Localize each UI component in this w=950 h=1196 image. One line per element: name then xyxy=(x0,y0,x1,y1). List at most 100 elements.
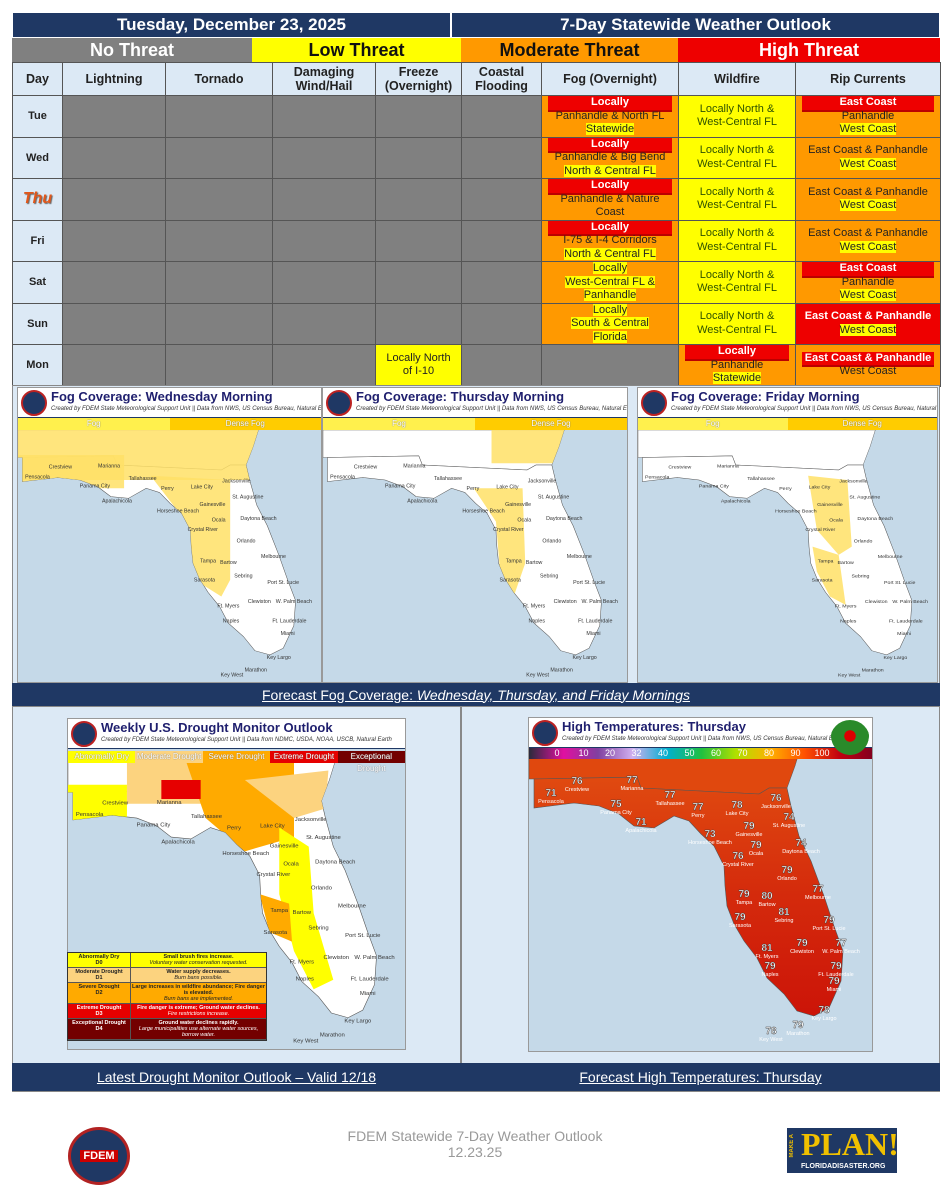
lightning-cell xyxy=(62,261,166,304)
cell-line: Locally xyxy=(544,303,676,318)
cell-line: Locally North & xyxy=(681,103,793,117)
city-label: Crystal River xyxy=(493,527,524,533)
map-title: Fog Coverage: Wednesday Morning xyxy=(51,389,273,404)
city-label: Crystal River xyxy=(188,527,219,533)
temperature-value: 79 xyxy=(781,865,793,876)
drought-note: Fire restrictions increase. xyxy=(167,1011,230,1017)
city-label: Port St. Lucie xyxy=(345,933,380,939)
cell-text: Panhandle & Nature xyxy=(560,192,660,205)
city-label: Gainesville xyxy=(817,502,843,508)
city-label: Ft. Lauderdale xyxy=(818,972,853,978)
temperature-value: 71 xyxy=(635,817,647,828)
map-credit: Created by FDEM State Meteorological Sup… xyxy=(562,736,844,742)
cell-line: West Coast xyxy=(798,365,938,379)
scale-tick-label: 100 xyxy=(814,748,829,758)
city-label: Ft. Lauderdale xyxy=(889,618,923,624)
city-label: Perry xyxy=(161,486,174,492)
cell-text: West Coast xyxy=(839,123,897,135)
city-label: Orlando xyxy=(311,885,332,891)
city-label: Pensacola xyxy=(330,474,355,480)
city-label: Daytona Beach xyxy=(782,849,820,855)
city-label: Bartow xyxy=(293,910,312,916)
city-label: Jacksonville xyxy=(295,817,327,823)
city-label: Port St. Lucie xyxy=(267,580,299,586)
city-label: Tampa xyxy=(818,559,834,565)
cell-line: East Coast xyxy=(802,262,934,276)
temperature-value: 81 xyxy=(778,907,790,918)
city-label: Daytona Beach xyxy=(546,516,582,522)
drought-area xyxy=(279,827,334,990)
city-label: Melbourne xyxy=(338,903,366,909)
drought-impact: Water supply decreases. xyxy=(166,969,231,975)
city-label: Apalachicola xyxy=(407,499,437,505)
column-header: Coastal Flooding xyxy=(461,62,542,96)
city-label: Miami xyxy=(281,631,295,637)
city-label: Miami xyxy=(360,991,376,997)
day-label: Sun xyxy=(12,302,63,345)
fog-caption-days: Wednesday, Thursday, and Friday Mornings xyxy=(416,686,690,703)
drought-legend-swatch: Severe Drought xyxy=(202,751,271,763)
city-label: Lake City xyxy=(726,811,749,817)
city-label: Horseshoe Beach xyxy=(462,509,504,515)
fdem-logo xyxy=(641,390,667,416)
cell-text: West-Central FL xyxy=(697,157,777,170)
cell-line: Locally North & xyxy=(681,310,793,324)
fdem-logo xyxy=(532,720,558,746)
city-label: Sarasota xyxy=(194,578,215,584)
cell-text: West-Central FL & xyxy=(565,275,655,288)
city-label: Tampa xyxy=(736,900,753,906)
city-label: Sarasota xyxy=(500,578,521,584)
city-label: Ocala xyxy=(517,518,531,524)
tornado-cell xyxy=(165,136,273,179)
city-label: Bartow xyxy=(758,902,775,908)
scale-tick-label: 90 xyxy=(790,748,800,758)
fog-map-header: Fog Coverage: Wednesday Morning Created b… xyxy=(18,388,321,418)
city-label: Panama City xyxy=(137,823,171,829)
temperature-value: 76 xyxy=(571,776,583,787)
scale-tick-label: 60 xyxy=(711,748,721,758)
city-label: Tampa xyxy=(200,559,216,565)
coastal-flooding-cell xyxy=(461,261,542,304)
cell-line: Locally xyxy=(685,345,789,359)
cell-line: Locally xyxy=(548,96,672,110)
tornado-cell xyxy=(165,302,273,345)
city-label: W. Palm Beach xyxy=(276,599,312,605)
rip-currents-cell: East Coast & Panhandle West Coast xyxy=(795,178,941,221)
cell-line: West-Central FL xyxy=(681,158,793,172)
city-label: Port St. Lucie xyxy=(812,926,845,932)
rip-currents-cell: East Coast & Panhandle West Coast xyxy=(795,219,941,262)
cell-text: of I-10 xyxy=(402,365,435,378)
drought-legend-row: Exceptional Drought D4 Ground water declin… xyxy=(68,1019,266,1040)
florida-landmass xyxy=(642,455,913,656)
cell-line: Locally xyxy=(544,262,676,276)
column-header: Lightning xyxy=(62,62,166,96)
footer-title: FDEM Statewide 7-Day Weather Outlook xyxy=(347,1128,603,1144)
temperature-value: 74 xyxy=(783,812,795,823)
wind-hail-cell xyxy=(272,302,376,345)
map-title: High Temperatures: Thursday xyxy=(562,719,746,734)
fog-area xyxy=(491,430,565,464)
temperature-value: 77 xyxy=(626,775,638,786)
column-header: Freeze (Overnight) xyxy=(375,62,462,96)
city-label: Ft. Lauderdale xyxy=(351,977,389,983)
cell-text: East Coast xyxy=(839,262,897,274)
cell-text: West Coast xyxy=(839,157,897,170)
map-credit: Created by FDEM State Meteorological Sup… xyxy=(356,406,628,412)
city-label: Key Largo xyxy=(267,655,291,661)
map-title: Fog Coverage: Friday Morning xyxy=(671,389,860,404)
temperature-caption: Forecast High Temperatures: Thursday xyxy=(461,1063,940,1091)
city-label: Jacksonville xyxy=(528,479,557,485)
cell-line: I-75 & I-4 Corridors xyxy=(544,234,676,248)
temperature-value: 79 xyxy=(734,912,746,923)
make-a-plan-logo[interactable]: MAKE A PLAN! FLORIDADISASTER.ORG xyxy=(787,1126,899,1173)
wildfire-cell: Locally North & West-Central FL xyxy=(678,261,796,304)
temperature-value: 71 xyxy=(545,788,557,799)
day-label: Mon xyxy=(12,344,63,387)
temperature-value: 81 xyxy=(761,943,773,954)
scale-tick-label: 40 xyxy=(658,748,668,758)
cell-text: Coast xyxy=(595,206,625,218)
cell-line: North & Central FL xyxy=(544,247,676,262)
cell-line: West-Central FL xyxy=(681,116,793,130)
temperature-value: 79 xyxy=(830,961,842,972)
cell-text: Statewide xyxy=(712,372,762,384)
